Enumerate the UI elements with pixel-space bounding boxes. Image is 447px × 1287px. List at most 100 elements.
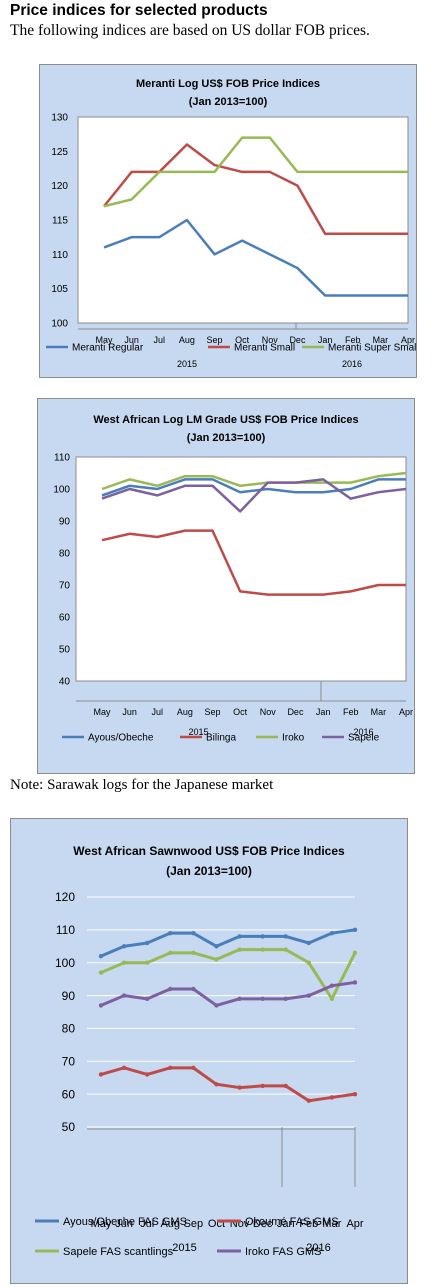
y-tick-label: 115 xyxy=(52,216,68,227)
x-tick-label: Sep xyxy=(207,335,223,345)
y-tick-label: 50 xyxy=(59,645,71,656)
legend-label: Meranti Super Small xyxy=(328,343,416,354)
y-tick-label: 130 xyxy=(51,113,68,124)
data-point xyxy=(98,953,104,959)
data-point xyxy=(144,1072,150,1077)
x-tick-label: Aug xyxy=(177,707,193,717)
x-tick-label: Jun xyxy=(115,1218,133,1230)
x-tick-label: Nov xyxy=(262,335,279,345)
note-text: Note: Sarawak logs for the Japanese mark… xyxy=(10,777,274,793)
data-point xyxy=(214,1082,219,1087)
y-tick-label: 100 xyxy=(53,485,70,496)
legend-label: Ayous/Obeche FAS GMS xyxy=(63,1216,187,1228)
series-line xyxy=(101,478,406,497)
y-tick-label: 120 xyxy=(51,181,68,192)
y-tick-label: 105 xyxy=(51,284,68,295)
y-tick-label: 70 xyxy=(59,581,71,592)
legend-label: Iroko xyxy=(282,733,305,744)
x-tick-label: Apr xyxy=(346,1218,363,1230)
plot-area xyxy=(77,116,409,324)
x-tick-label: Jun xyxy=(124,335,139,345)
series-line xyxy=(100,980,356,1007)
y-tick-label: 80 xyxy=(59,549,71,560)
x-tick-label: Apr xyxy=(401,335,415,345)
data-point xyxy=(237,996,242,1002)
data-point xyxy=(121,944,127,949)
data-point xyxy=(352,1091,358,1097)
data-point xyxy=(283,934,288,939)
y-tick-label: 70 xyxy=(62,1054,76,1068)
data-point xyxy=(168,986,173,992)
x-tick-label: Mar xyxy=(373,335,389,345)
chart-meranti-log: Meranti Log US$ FOB Price Indices (Jan 20… xyxy=(39,64,417,378)
data-point xyxy=(260,947,265,952)
year-label: 2016 xyxy=(353,727,373,737)
x-tick-label: Feb xyxy=(343,707,359,717)
year-label: 2015 xyxy=(172,1242,196,1254)
data-point xyxy=(168,1065,173,1071)
y-tick-label: 110 xyxy=(56,923,75,937)
x-tick-label: Mar xyxy=(322,1218,341,1230)
y-tick-label: 90 xyxy=(62,989,76,1003)
legend-label: Okoumé FAS GMS xyxy=(245,1216,339,1228)
data-point xyxy=(214,1003,219,1008)
x-tick-label: Mar xyxy=(371,707,387,717)
chart-subtitle: (Jan 2013=100) xyxy=(189,96,268,108)
series-line xyxy=(100,948,357,1001)
data-point xyxy=(283,1083,288,1089)
x-tick-label: Jan xyxy=(316,707,331,717)
chart-west-african-sawnwood: West African Sawnwood US$ FOB Price Indi… xyxy=(10,818,408,1284)
x-tick-label: Oct xyxy=(233,707,248,717)
y-tick-label: 80 xyxy=(62,1022,76,1036)
x-tick-label: May xyxy=(95,335,113,345)
x-tick-label: May xyxy=(93,707,111,717)
legend-label: Iroko FAS GMS xyxy=(245,1246,321,1258)
series-line xyxy=(103,136,408,208)
x-tick-label: Aug xyxy=(160,1218,180,1230)
plot-area xyxy=(87,897,355,1127)
x-tick-label: Apr xyxy=(399,707,413,717)
chart-title: Meranti Log US$ FOB Price Indices xyxy=(136,78,320,90)
x-tick-label: Dec xyxy=(289,335,306,345)
year-label: 2015 xyxy=(177,359,197,369)
series-line xyxy=(103,143,408,235)
data-point xyxy=(191,950,196,956)
data-point xyxy=(168,950,173,956)
chart-svg: West African Log LM Grade US$ FOB Price … xyxy=(53,414,413,744)
data-point xyxy=(237,934,242,939)
x-tick-label: Sep xyxy=(205,707,221,717)
x-tick-label: Jan xyxy=(277,1218,295,1230)
legend-label: Sapele xyxy=(348,733,380,744)
y-tick-label: 110 xyxy=(54,453,70,464)
y-tick-label: 50 xyxy=(62,1120,76,1134)
x-tick-label: Jun xyxy=(122,707,137,717)
data-point xyxy=(168,930,173,936)
x-tick-label: Aug xyxy=(179,335,195,345)
x-tick-label: Dec xyxy=(287,707,304,717)
data-point xyxy=(283,996,288,1002)
chart-subtitle: (Jan 2013=100) xyxy=(187,432,266,444)
y-tick-label: 40 xyxy=(59,677,71,688)
series-line xyxy=(100,1066,356,1103)
series-line xyxy=(100,928,356,958)
y-tick-label: 125 xyxy=(51,147,68,158)
data-point xyxy=(329,983,335,988)
y-tick-label: 60 xyxy=(62,1087,76,1101)
x-tick-label: Jan xyxy=(318,335,333,345)
year-label: 2016 xyxy=(306,1242,330,1254)
data-point xyxy=(306,1098,312,1103)
y-tick-label: 60 xyxy=(59,613,71,624)
series-line xyxy=(101,471,407,491)
data-point xyxy=(260,1083,265,1089)
data-point xyxy=(214,957,219,962)
data-point xyxy=(329,930,335,936)
x-tick-label: Nov xyxy=(260,707,277,717)
x-tick-label: Jul xyxy=(140,1218,154,1230)
chart-svg: Meranti Log US$ FOB Price Indices (Jan 20… xyxy=(46,78,416,369)
data-point xyxy=(121,960,127,965)
x-tick-label: May xyxy=(91,1218,112,1230)
year-label: 2015 xyxy=(188,727,208,737)
data-point xyxy=(260,996,265,1002)
plot-area xyxy=(75,456,407,682)
data-point xyxy=(352,927,358,933)
